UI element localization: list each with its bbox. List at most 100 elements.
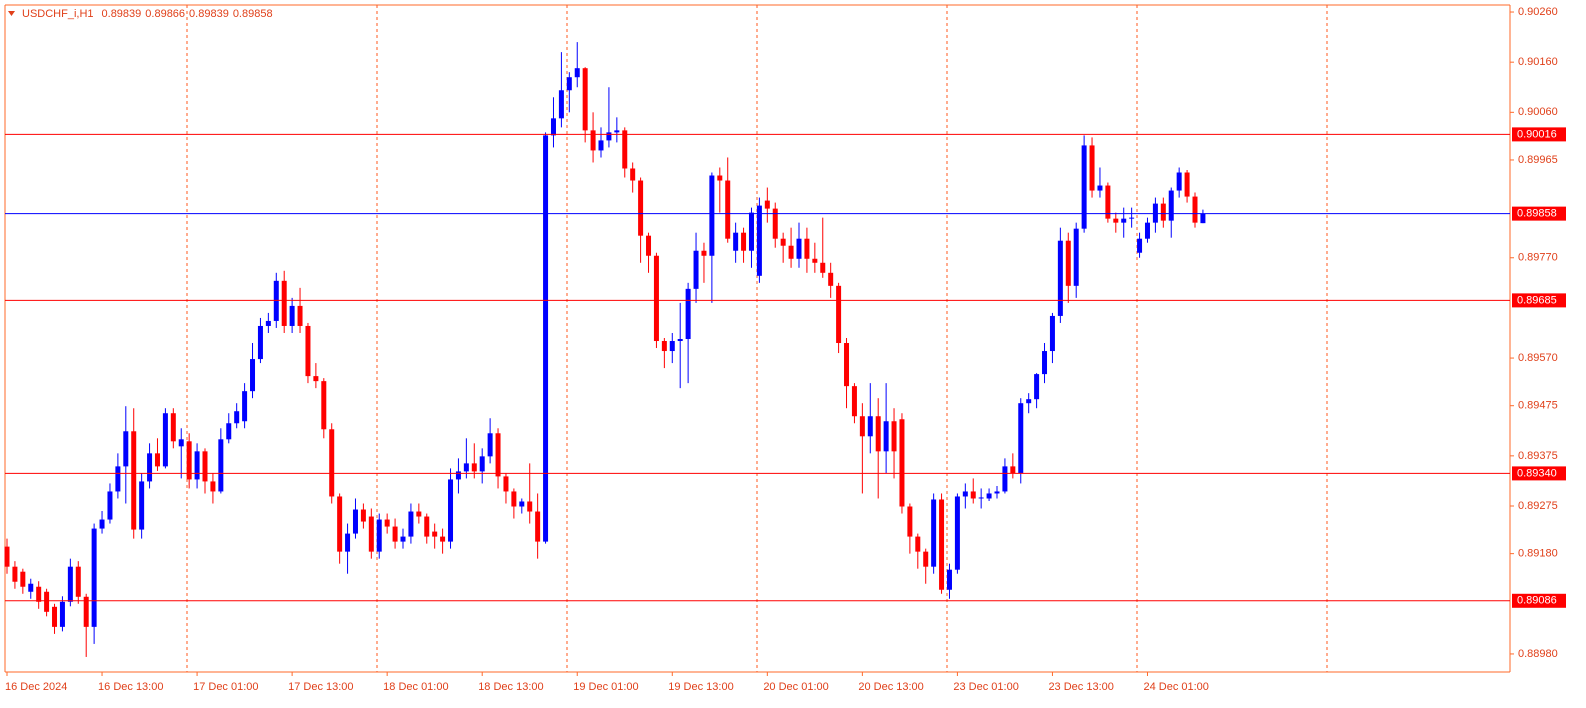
candle-body xyxy=(970,491,976,499)
candle-body xyxy=(455,471,461,480)
candle-body xyxy=(1065,240,1071,286)
candle-body xyxy=(289,305,295,326)
candle-body xyxy=(1073,228,1079,286)
x-tick-label: 24 Dec 01:00 xyxy=(1143,681,1208,693)
candle-body xyxy=(1097,185,1103,191)
candle-body xyxy=(75,566,81,597)
x-tick-label: 18 Dec 01:00 xyxy=(383,681,448,693)
candle-body xyxy=(67,566,73,602)
candle-body xyxy=(638,180,644,236)
candle-body xyxy=(265,320,271,326)
candle-body xyxy=(622,130,628,169)
y-tick-label: 0.89375 xyxy=(1518,450,1558,462)
candle-body xyxy=(1184,172,1190,197)
candle-body xyxy=(677,339,683,342)
candle-body xyxy=(685,288,691,340)
x-tick-label: 18 Dec 13:00 xyxy=(478,681,543,693)
x-tick-label: 17 Dec 01:00 xyxy=(193,681,258,693)
candle-body xyxy=(899,419,905,507)
header-close: 0.89858 xyxy=(233,8,273,20)
candle-body xyxy=(653,255,659,342)
candle-body xyxy=(804,238,810,259)
candle-body xyxy=(1089,145,1095,191)
candle-body xyxy=(1137,238,1143,253)
candle-body xyxy=(915,536,921,552)
level-label: 0.90016 xyxy=(1517,128,1557,140)
candle-body xyxy=(495,433,501,477)
candle-body xyxy=(242,391,248,422)
x-tick-label: 20 Dec 13:00 xyxy=(858,681,923,693)
candle-body xyxy=(851,386,857,417)
candle-body xyxy=(780,238,786,246)
candle-body xyxy=(1026,399,1032,404)
candle-body xyxy=(717,175,723,181)
candle-body xyxy=(939,499,945,590)
candle-body xyxy=(487,433,493,457)
y-tick-label: 0.89965 xyxy=(1518,154,1558,166)
candle-body xyxy=(954,496,960,570)
candle-body xyxy=(99,519,105,529)
candle-body xyxy=(661,341,667,352)
candle-body xyxy=(1144,222,1150,239)
candle-body xyxy=(867,416,873,437)
level-label: 0.89340 xyxy=(1517,467,1557,479)
candle-body xyxy=(519,501,525,507)
candle-body xyxy=(986,493,992,499)
candle-body xyxy=(693,250,699,289)
candle-body xyxy=(1010,466,1016,474)
level-label-box xyxy=(1512,293,1566,308)
candle-body xyxy=(907,506,913,537)
candle-body xyxy=(432,531,438,537)
candle-body xyxy=(566,77,572,91)
candle-body xyxy=(772,208,778,239)
candle-body xyxy=(424,516,430,537)
candle-body xyxy=(20,571,26,587)
candle-body xyxy=(210,481,216,492)
candle-body xyxy=(479,456,485,472)
candle-body xyxy=(1042,351,1048,375)
candle-body xyxy=(756,205,762,276)
candle-body xyxy=(1018,403,1024,474)
candle-body xyxy=(962,491,968,497)
candle-body xyxy=(844,343,850,387)
candle-body xyxy=(123,431,129,467)
candle-body xyxy=(741,232,747,251)
candle-body xyxy=(1113,218,1119,223)
candle-body xyxy=(764,200,770,209)
candle-body xyxy=(368,516,374,552)
candle-body xyxy=(859,416,865,437)
level-label-box xyxy=(1512,593,1566,608)
header-high: 0.89866 xyxy=(145,8,185,20)
candle-body xyxy=(978,497,984,499)
candle-body xyxy=(725,180,731,239)
symbol-title: USDCHF_i,H1 xyxy=(22,8,94,20)
candle-body xyxy=(115,466,121,492)
candle-body xyxy=(574,68,580,78)
candle-body xyxy=(345,533,351,552)
candle-body xyxy=(352,509,358,534)
candle-body xyxy=(44,591,50,612)
candle-body xyxy=(337,496,343,552)
candle-body xyxy=(194,451,200,480)
candle-body xyxy=(218,439,224,492)
x-tick-label: 23 Dec 13:00 xyxy=(1048,681,1113,693)
x-tick-label: 19 Dec 13:00 xyxy=(668,681,733,693)
candle-body xyxy=(186,441,192,480)
x-tick-label: 17 Dec 13:00 xyxy=(288,681,353,693)
x-tick-label: 16 Dec 2024 xyxy=(5,681,67,693)
candle-body xyxy=(376,519,382,552)
candle-body xyxy=(360,509,366,522)
candle-body xyxy=(820,262,826,273)
candle-body xyxy=(1200,213,1206,224)
candle-body xyxy=(614,130,620,133)
bid-label: 0.89858 xyxy=(1517,208,1557,220)
candle-body xyxy=(59,601,65,627)
candle-body xyxy=(923,551,929,567)
candle-body xyxy=(384,519,390,527)
level-label: 0.89086 xyxy=(1517,595,1557,607)
symbol-menu-arrow[interactable] xyxy=(8,11,15,16)
y-tick-label: 0.90060 xyxy=(1518,106,1558,118)
candle-body xyxy=(1002,466,1008,492)
candle-body xyxy=(836,285,842,344)
